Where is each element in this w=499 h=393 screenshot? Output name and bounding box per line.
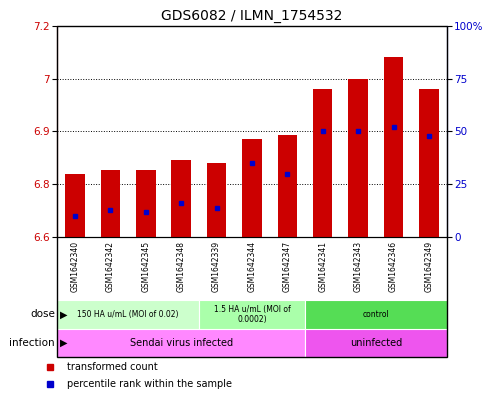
- Bar: [57, 300, 199, 329]
- Text: GSM1642346: GSM1642346: [389, 241, 398, 292]
- Bar: [419, 89, 439, 237]
- Text: infection: infection: [9, 338, 55, 348]
- Text: GSM1642341: GSM1642341: [318, 241, 327, 292]
- Bar: [57, 329, 305, 357]
- Bar: [136, 170, 156, 237]
- Title: GDS6082 / ILMN_1754532: GDS6082 / ILMN_1754532: [161, 9, 343, 23]
- Text: ▶: ▶: [60, 338, 67, 348]
- Bar: [101, 170, 120, 237]
- Text: 150 HA u/mL (MOI of 0.02): 150 HA u/mL (MOI of 0.02): [77, 310, 179, 319]
- Text: uninfected: uninfected: [350, 338, 402, 348]
- Bar: [313, 89, 332, 237]
- Bar: [172, 160, 191, 237]
- Text: GSM1642347: GSM1642347: [283, 241, 292, 292]
- Bar: [277, 135, 297, 237]
- Text: GSM1642345: GSM1642345: [141, 241, 150, 292]
- Text: Sendai virus infected: Sendai virus infected: [130, 338, 233, 348]
- Bar: [199, 300, 305, 329]
- Bar: [207, 163, 227, 237]
- Text: GSM1642342: GSM1642342: [106, 241, 115, 292]
- Text: GSM1642339: GSM1642339: [212, 241, 221, 292]
- Text: 1.5 HA u/mL (MOI of
0.0002): 1.5 HA u/mL (MOI of 0.0002): [214, 305, 290, 324]
- Bar: [348, 79, 368, 237]
- Bar: [384, 57, 403, 237]
- Text: GSM1642344: GSM1642344: [248, 241, 256, 292]
- Bar: [243, 138, 261, 237]
- Text: transformed count: transformed count: [67, 362, 158, 372]
- Text: percentile rank within the sample: percentile rank within the sample: [67, 379, 233, 389]
- Bar: [65, 174, 85, 237]
- Text: dose: dose: [30, 309, 55, 320]
- Text: control: control: [362, 310, 389, 319]
- Text: GSM1642340: GSM1642340: [70, 241, 79, 292]
- Bar: [305, 300, 447, 329]
- Text: GSM1642343: GSM1642343: [354, 241, 363, 292]
- Text: GSM1642349: GSM1642349: [425, 241, 434, 292]
- Bar: [305, 329, 447, 357]
- Text: GSM1642348: GSM1642348: [177, 241, 186, 292]
- Text: ▶: ▶: [60, 309, 67, 320]
